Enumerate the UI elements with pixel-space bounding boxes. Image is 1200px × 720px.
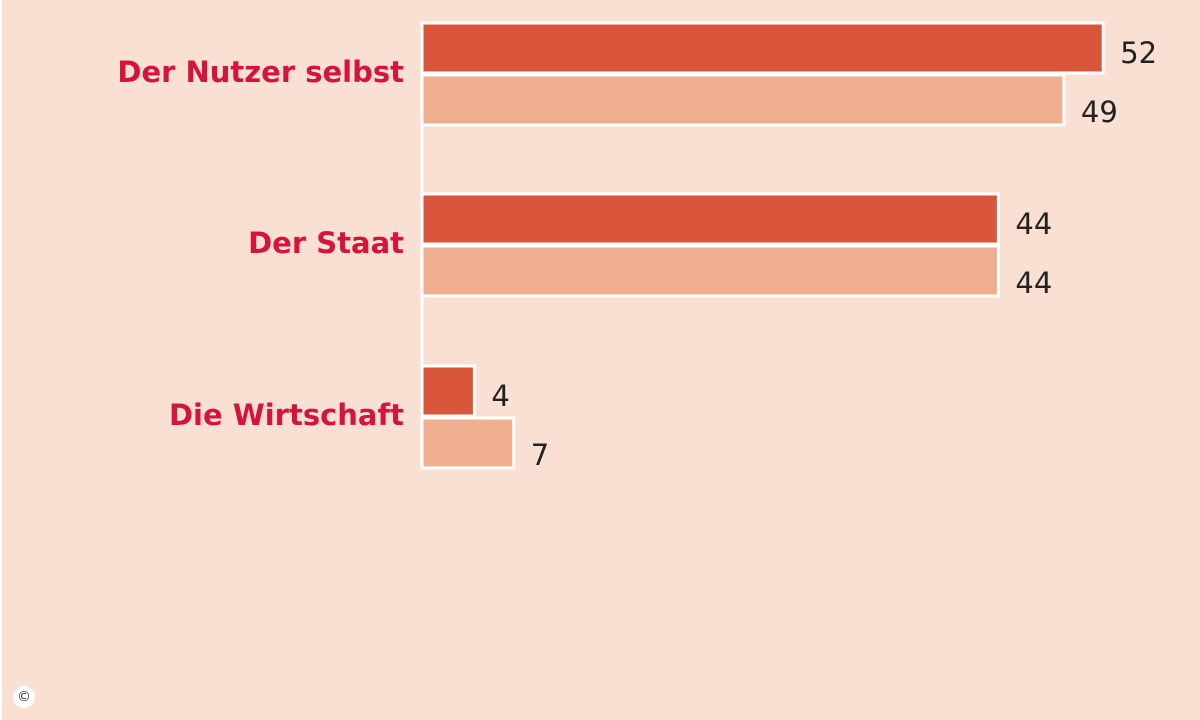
copyright-icon: © <box>13 686 35 708</box>
data-label: 49 <box>1081 95 1118 129</box>
data-label: 7 <box>531 438 549 472</box>
bar-series-2 <box>420 73 1066 127</box>
data-label: 52 <box>1120 36 1157 70</box>
bar-series-1 <box>420 192 1000 246</box>
bar-series-1 <box>420 21 1105 75</box>
data-label: 4 <box>491 379 509 413</box>
bar-series-1 <box>420 364 476 418</box>
category-label: Die Wirtschaft <box>169 398 404 432</box>
category-label: Der Staat <box>248 226 404 260</box>
data-label: 44 <box>1015 207 1052 241</box>
data-label: 44 <box>1015 266 1052 300</box>
bar-series-2 <box>420 244 1000 298</box>
category-label: Der Nutzer selbst <box>117 55 404 89</box>
bar-series-2 <box>420 416 516 470</box>
